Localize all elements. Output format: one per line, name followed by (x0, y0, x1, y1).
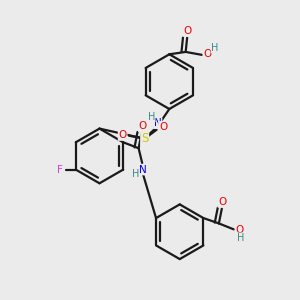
Text: O: O (203, 49, 212, 59)
Text: O: O (159, 122, 167, 132)
Text: F: F (57, 165, 63, 175)
Text: O: O (118, 130, 127, 140)
Text: H: H (132, 169, 139, 179)
Text: N: N (154, 118, 162, 128)
Text: O: O (218, 197, 226, 207)
Text: O: O (139, 121, 147, 131)
Text: H: H (237, 233, 244, 243)
Text: H: H (148, 112, 155, 122)
Text: N: N (139, 165, 147, 175)
Text: O: O (236, 225, 244, 235)
Text: H: H (212, 43, 219, 53)
Text: S: S (141, 132, 148, 145)
Text: O: O (183, 26, 191, 36)
